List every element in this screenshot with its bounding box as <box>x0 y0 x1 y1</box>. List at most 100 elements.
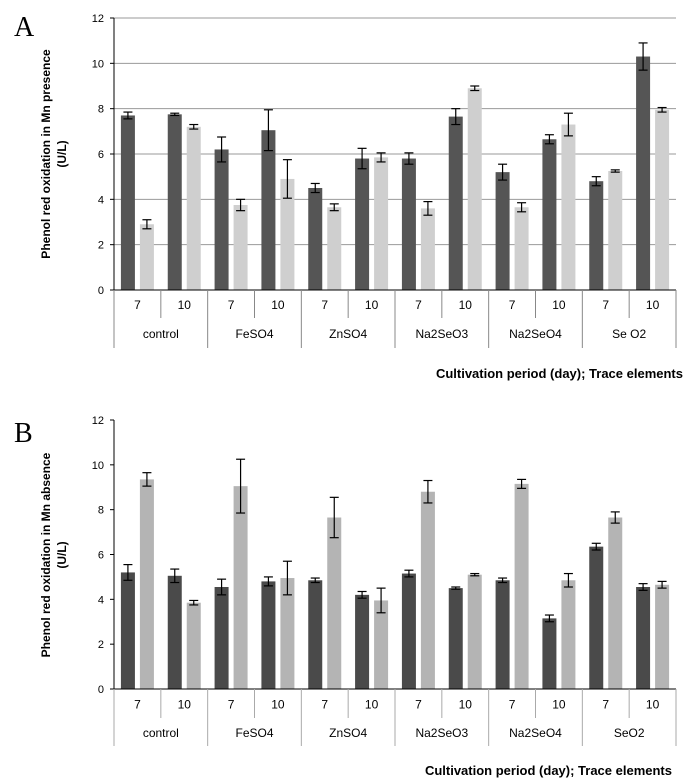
panel-a-bar-series-2 <box>608 171 623 290</box>
panel-b-day-label: 10 <box>552 698 566 712</box>
panel-a-bar-series-2 <box>655 109 670 290</box>
panel-a-y-tick-label: 10 <box>92 58 104 70</box>
panel-b-day-label: 7 <box>415 698 422 712</box>
panel-a-bar-series-1 <box>167 114 182 290</box>
panel-a-day-label: 10 <box>646 298 660 312</box>
panel-a-y-axis-title-line: Phenol red oxidation in Mn presence <box>39 49 53 259</box>
panel-b-bar-series-1 <box>120 572 135 689</box>
panel-a-group-label: control <box>143 327 179 341</box>
panel-a-group-label: Na2SeO3 <box>415 327 468 341</box>
panel-b-bar-series-2 <box>139 479 154 689</box>
panel-b-y-tick-label: 2 <box>98 639 104 651</box>
panel-b-bar-series-2 <box>561 580 576 689</box>
panel-a-bar-series-1 <box>214 149 229 290</box>
panel-a-bar-series-1 <box>448 116 463 290</box>
panel-a-bar-series-2 <box>561 124 576 291</box>
panel-a-y-tick-label: 8 <box>98 104 104 116</box>
panel-a-y-axis-title-line: (U/L) <box>55 140 69 167</box>
panel-b-group-label: Na2SeO4 <box>509 726 562 740</box>
panel-b-y-tick-label: 10 <box>92 460 104 472</box>
panel-b-bar-series-1 <box>167 575 182 689</box>
panel-b-bar-series-2 <box>186 602 201 689</box>
panel-a-bar-series-1 <box>542 139 557 290</box>
panel-b-day-label: 7 <box>321 698 328 712</box>
panel-a-day-label: 7 <box>321 298 328 312</box>
panel-b-y-tick-label: 12 <box>92 415 104 427</box>
panel-b-bar-series-1 <box>355 594 370 689</box>
panel-b-bar-series-1 <box>495 580 510 689</box>
panel-b-day-label: 10 <box>646 698 660 712</box>
panel-a-bar-series-2 <box>233 205 248 290</box>
panel-b-day-label: 10 <box>365 698 379 712</box>
panel-b-y-tick-label: 4 <box>98 594 104 606</box>
panel-a-group-label: Na2SeO4 <box>509 327 562 341</box>
panel-b-day-label: 7 <box>228 698 235 712</box>
panel-a-day-label: 10 <box>365 298 379 312</box>
panel-a-group-label: ZnSO4 <box>329 327 367 341</box>
panel-a-y-axis-title: Phenol red oxidation in Mn presence (U/L) <box>39 49 69 259</box>
panel-b-y-axis-title: Phenol red oxidation in Mn absence (U/L) <box>39 452 69 657</box>
panel-a-bar-series-1 <box>355 158 370 290</box>
panel-a-y-tick-label: 6 <box>98 149 104 161</box>
panel-b-y-tick-label: 6 <box>98 550 104 562</box>
panel-a-bar-series-2 <box>139 224 154 290</box>
panel-a-bar-series-1 <box>261 130 276 290</box>
panel-b-day-label: 10 <box>178 698 192 712</box>
panel-b-letter: B <box>14 418 33 449</box>
panel-b-bar-series-2 <box>655 584 670 689</box>
panel-a-bar-series-2 <box>186 126 201 290</box>
panel-b-bar-series-1 <box>401 573 416 689</box>
panel-b-bar-series-1 <box>589 546 604 689</box>
panel-a-bar-series-1 <box>308 188 323 290</box>
panel-b-bar-series-2 <box>374 600 389 689</box>
panel-a-day-label: 10 <box>552 298 566 312</box>
panel-b-bar-series-2 <box>467 574 482 689</box>
panel-b-bar-series-2 <box>608 517 623 689</box>
panel-a-group-label: FeSO4 <box>235 327 273 341</box>
panel-b-bar-series-2 <box>514 483 529 689</box>
panel-a-day-label: 7 <box>134 298 141 312</box>
panel-b-day-label: 10 <box>459 698 473 712</box>
panel-a-bar-series-1 <box>636 56 651 291</box>
panel-a-bar-series-2 <box>420 208 435 290</box>
panel-a-bar-series-2 <box>327 207 342 290</box>
panel-a-day-label: 7 <box>228 298 235 312</box>
panel-a-bar-series-1 <box>120 115 135 290</box>
panel-a-y-tick-label: 2 <box>98 240 104 252</box>
panel-b-bar-series-2 <box>327 517 342 689</box>
panel-b-day-label: 7 <box>509 698 516 712</box>
panel-a-day-label: 10 <box>271 298 285 312</box>
panel-b-bar-series-2 <box>280 578 295 689</box>
panel-b-y-tick-label: 0 <box>98 684 104 696</box>
panel-b-group-label: control <box>143 726 179 740</box>
panel-a-y-tick-label: 12 <box>92 13 104 25</box>
panel-b-bar-series-2 <box>233 486 248 689</box>
panel-b-bar-series-1 <box>636 587 651 689</box>
panel-a-bar-series-2 <box>467 88 482 291</box>
panel-a-day-label: 7 <box>509 298 516 312</box>
panel-a-bar-series-1 <box>589 181 604 290</box>
panel-b-group-label: ZnSO4 <box>329 726 367 740</box>
panel-b-y-axis-title-line: Phenol red oxidation in Mn absence <box>39 452 53 657</box>
panel-b-bar-series-1 <box>261 581 276 689</box>
panel-b-bar-series-1 <box>308 580 323 689</box>
panel-a-bar-series-1 <box>401 158 416 290</box>
panel-b-y-tick-label: 8 <box>98 505 104 517</box>
panel-b-bar-series-1 <box>214 587 229 689</box>
panel-a-y-tick-label: 4 <box>98 194 104 206</box>
panel-b-x-axis-title: Cultivation period (day); Trace elements <box>425 763 672 778</box>
panel-b-group-label: SeO2 <box>614 726 645 740</box>
panel-b-bar-series-1 <box>542 618 557 689</box>
panel-a-day-label: 10 <box>178 298 192 312</box>
panel-a-letter: A <box>14 12 35 43</box>
panel-a-y-tick-label: 0 <box>98 285 104 297</box>
panel-a-bar-series-2 <box>280 178 295 290</box>
panel-a-bar-series-1 <box>495 172 510 290</box>
panel-b-day-label: 10 <box>271 698 285 712</box>
panel-b-day-label: 7 <box>602 698 609 712</box>
panel-b-group-label: Na2SeO3 <box>415 726 468 740</box>
panel-b-day-label: 7 <box>134 698 141 712</box>
panel-a-day-label: 7 <box>415 298 422 312</box>
panel-b-group-label: FeSO4 <box>235 726 273 740</box>
